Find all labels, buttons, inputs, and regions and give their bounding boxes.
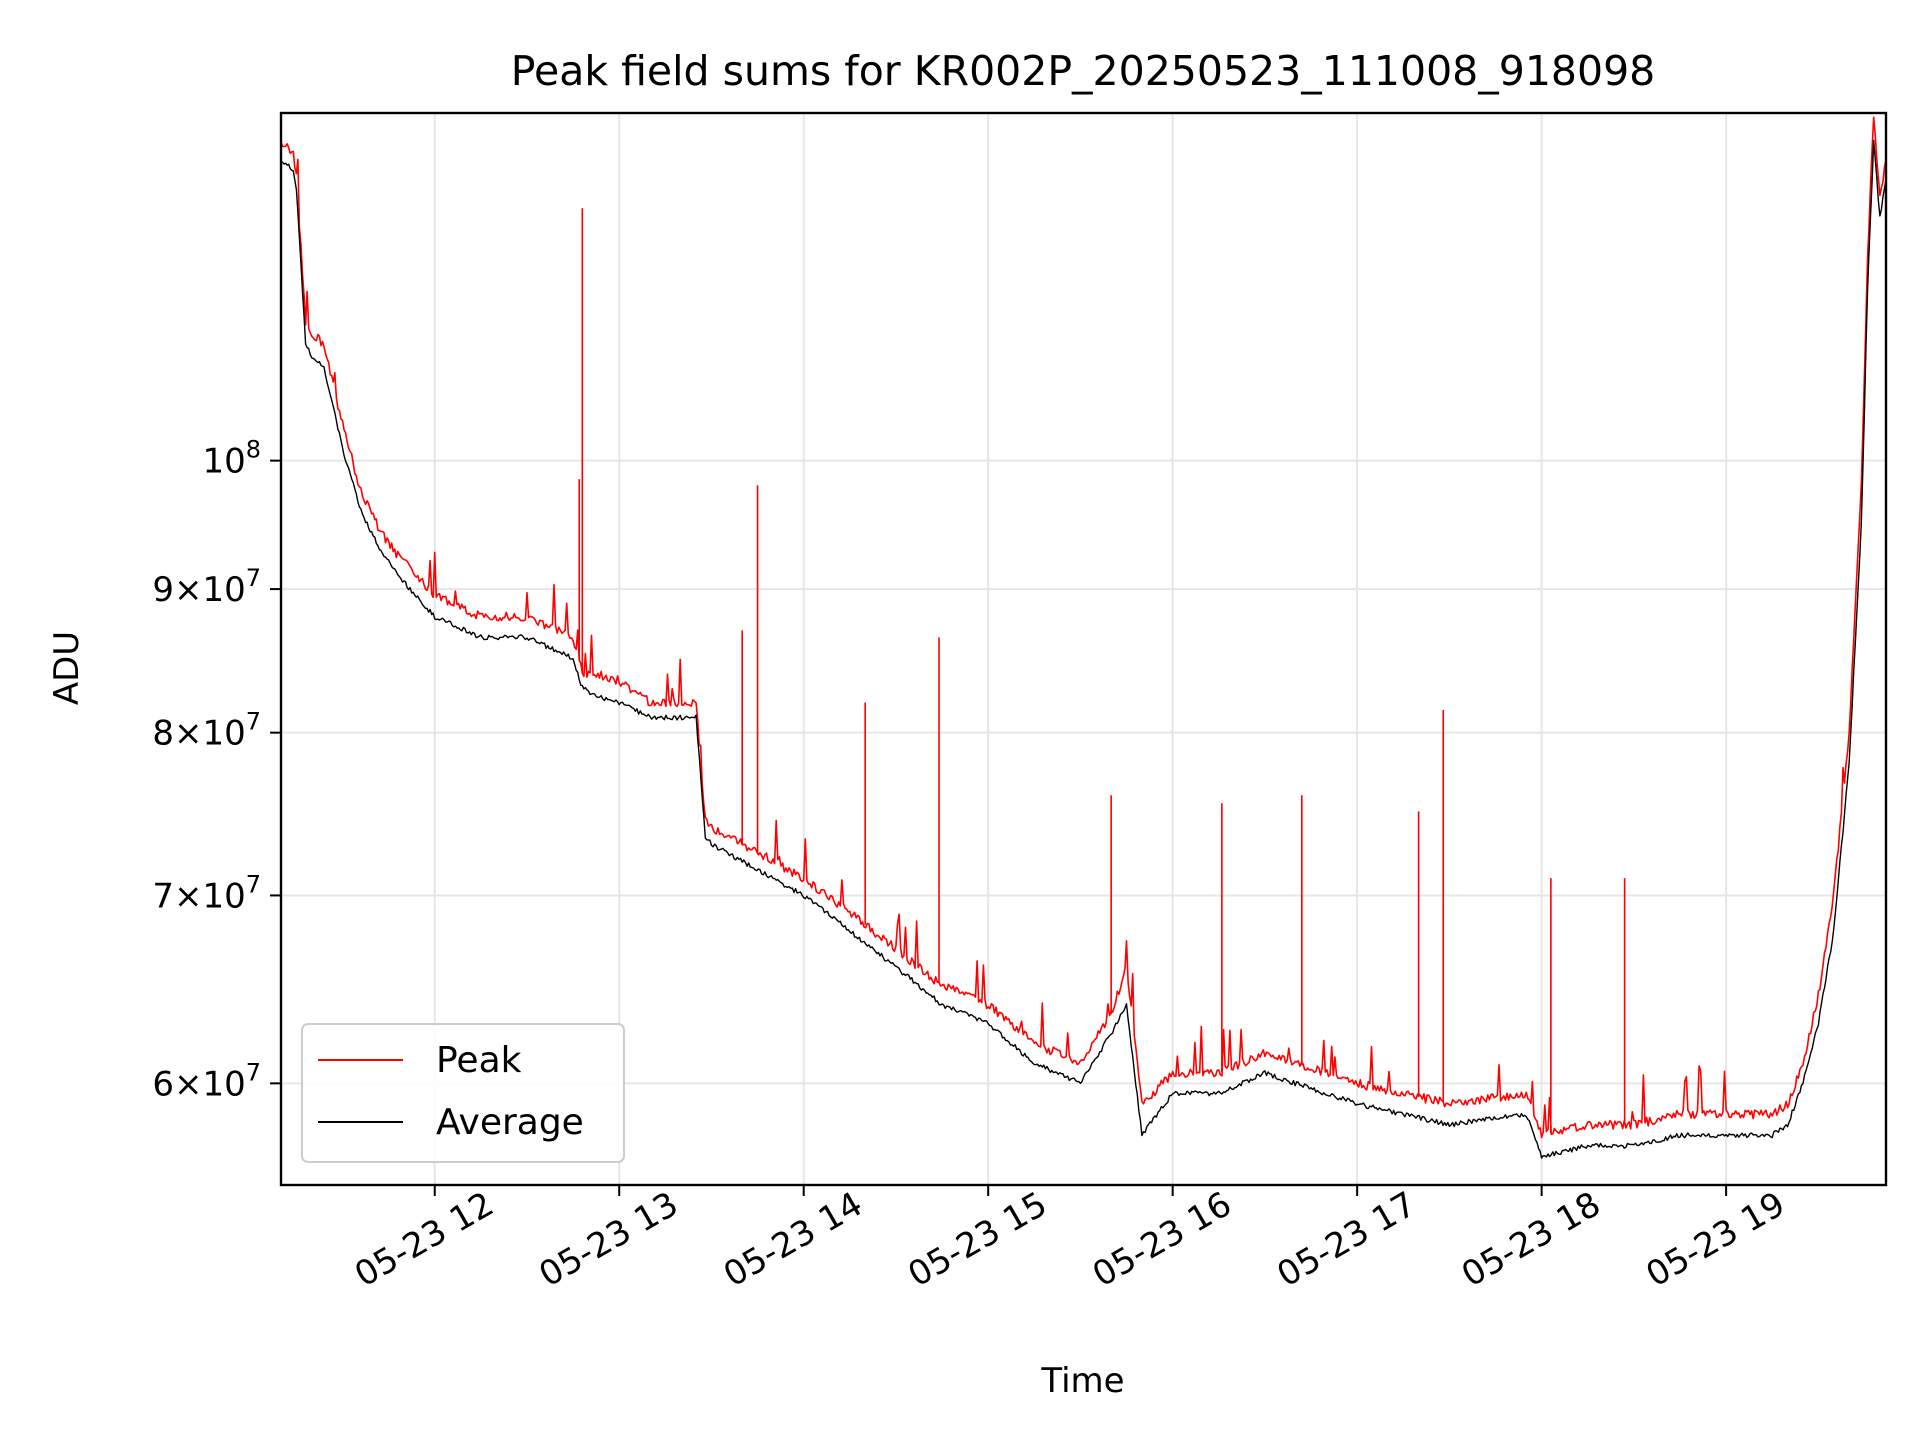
legend-box xyxy=(301,1023,625,1163)
legend-average-label: Average xyxy=(436,1102,584,1143)
x-axis-label: Time xyxy=(1040,1361,1124,1401)
y-axis: 108 9×107 8×107 7×107 6×107 xyxy=(152,436,281,1104)
chart-title: Peak field sums for KR002P_20250523_1110… xyxy=(511,47,1656,95)
y-tick-label: 108 xyxy=(202,436,261,482)
grid-lines xyxy=(281,113,1886,1185)
y-tick-label: 6×107 xyxy=(152,1058,261,1104)
legend: Peak Average xyxy=(301,1023,625,1163)
series-layer xyxy=(280,116,1887,1159)
plot-frame xyxy=(279,111,1888,1187)
average-series-line xyxy=(280,139,1887,1159)
y-tick-label: 8×107 xyxy=(152,708,261,754)
y-axis-label: ADU xyxy=(47,631,87,705)
peak-series-line xyxy=(280,116,1887,1139)
y-tick-label: 9×107 xyxy=(152,564,261,610)
legend-peak-label: Peak xyxy=(436,1040,522,1081)
y-tick-label: 7×107 xyxy=(152,870,261,916)
